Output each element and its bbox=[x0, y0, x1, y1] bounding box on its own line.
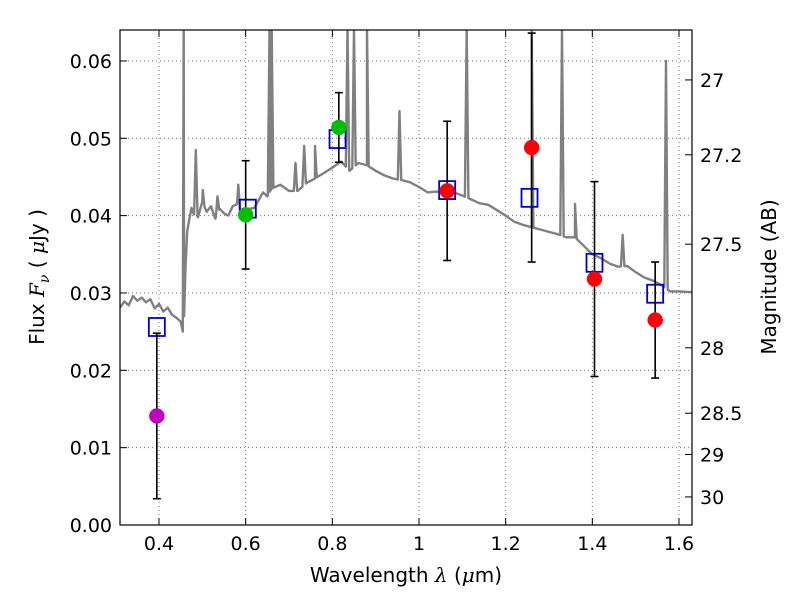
y-tick-label: 0.00 bbox=[70, 515, 112, 537]
x-tick-label: 1.2 bbox=[491, 533, 521, 555]
y2-tick-label: 27 bbox=[700, 70, 724, 92]
x-tick-label: 1.6 bbox=[664, 533, 694, 555]
observed-flux-point bbox=[523, 139, 540, 156]
y2-tick-label: 30 bbox=[700, 487, 724, 509]
x-tick-label: 0.8 bbox=[317, 533, 347, 555]
y-tick-label: 0.02 bbox=[70, 360, 112, 382]
y2-tick-label: 28.5 bbox=[700, 403, 742, 425]
x-tick-label: 1.4 bbox=[577, 533, 607, 555]
observed-flux-point bbox=[647, 312, 663, 328]
y-tick-label: 0.05 bbox=[70, 128, 112, 150]
observed-flux-point bbox=[237, 207, 254, 223]
x-tick-label: 0.6 bbox=[231, 533, 261, 555]
y-tick-label: 0.06 bbox=[70, 51, 112, 73]
grid-lines bbox=[120, 30, 692, 525]
y2-tick-label: 27.5 bbox=[700, 234, 742, 256]
model-spectrum-line bbox=[120, 30, 692, 333]
y-axis-label: Flux Fν ( μJy ) bbox=[25, 209, 53, 345]
x-tick-label: 1 bbox=[413, 533, 425, 555]
plot-frame bbox=[119, 29, 693, 526]
y-tick-label: 0.04 bbox=[70, 206, 112, 228]
y2-tick-label: 29 bbox=[700, 444, 724, 466]
axes: 0.4 0.6 0.8 1 1.2 1.4 1.6 0.00 0.01 0.02 0.03 0.04 0… bbox=[70, 30, 742, 555]
y-tick-label: 0.01 bbox=[70, 438, 112, 460]
y-tick-label: 0.03 bbox=[70, 283, 112, 305]
observed-flux-point bbox=[439, 183, 455, 199]
x-axis-label: Wavelength λ (μm) bbox=[310, 563, 502, 587]
y2-tick-label: 27.2 bbox=[700, 145, 742, 167]
x-tick-label: 0.4 bbox=[144, 533, 174, 555]
observed-flux-point bbox=[149, 408, 165, 424]
y2-tick-label: 28 bbox=[700, 338, 724, 360]
y2-axis-label: Magnitude (AB) bbox=[757, 199, 781, 354]
observed-flux-point bbox=[331, 119, 347, 136]
plot-area bbox=[120, 30, 692, 500]
model-flux-square bbox=[520, 187, 539, 208]
observed-flux-point bbox=[586, 271, 603, 287]
